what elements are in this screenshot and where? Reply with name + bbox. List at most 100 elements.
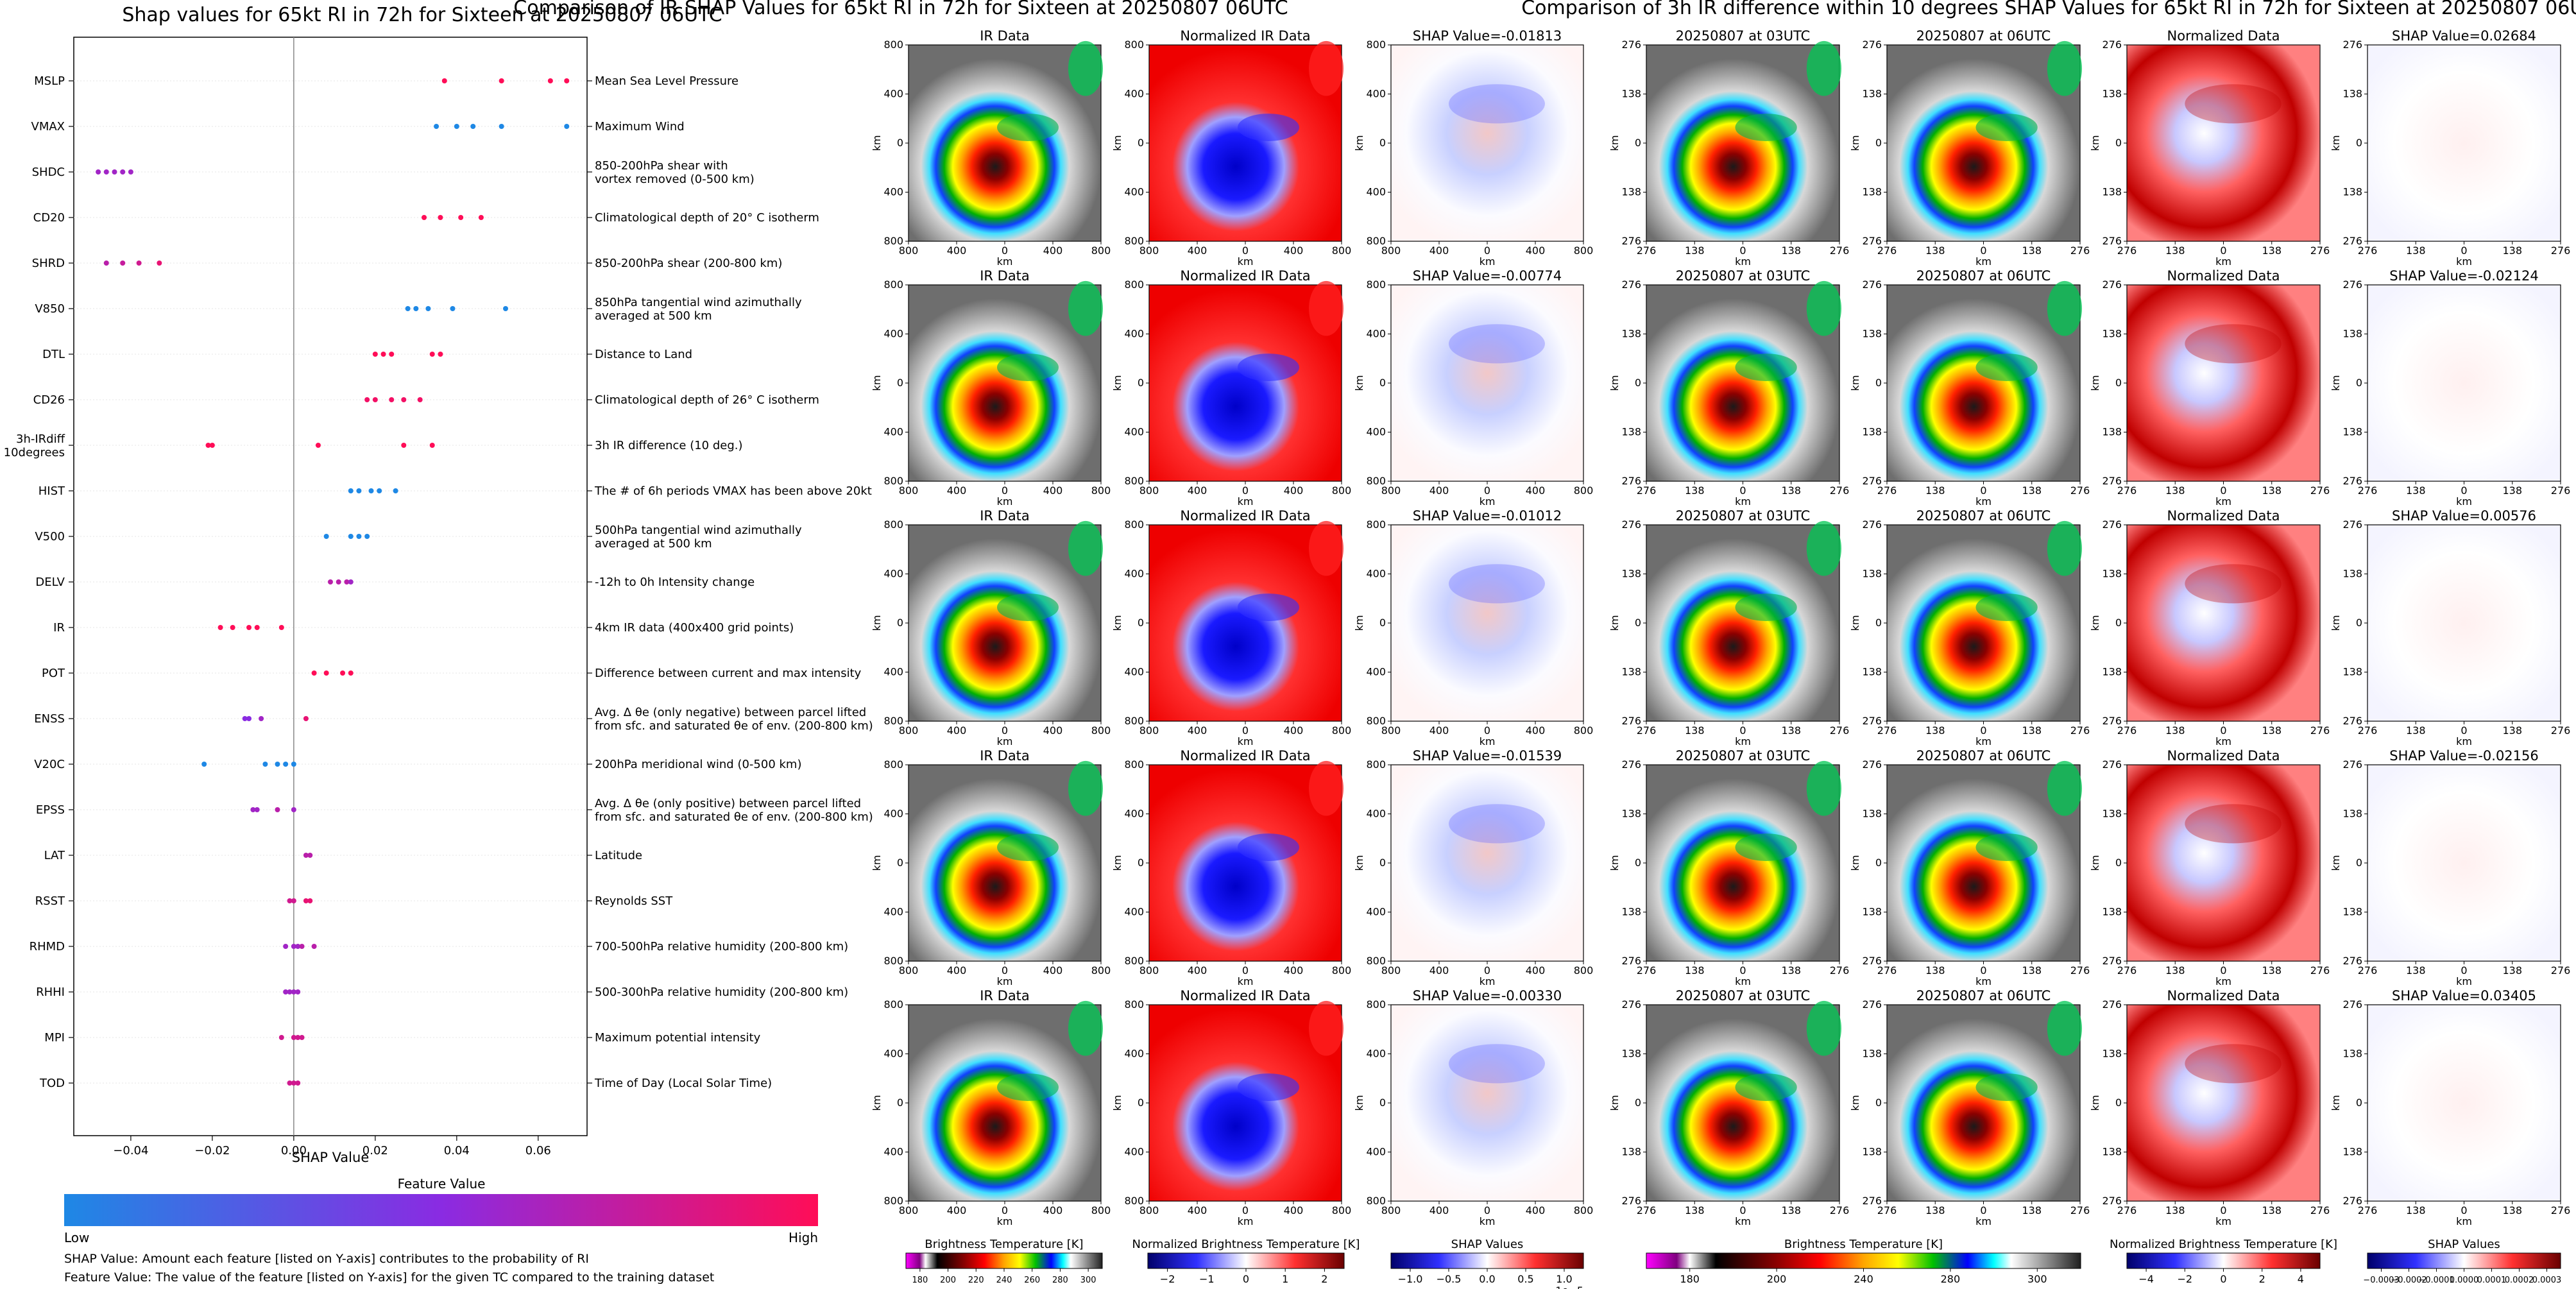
shap-point <box>434 124 439 129</box>
y-axis-label: km <box>1849 135 1861 151</box>
heatmap-image <box>908 524 1102 722</box>
normalized-ir-panel: Normalized IR Data8008004004000040040080… <box>1111 28 1351 268</box>
x-tick-label: 138 <box>2262 484 2282 497</box>
y-tick-label: 138 <box>2342 328 2362 340</box>
x-tick-label: 400 <box>1188 244 1207 257</box>
y-tick-label: 800 <box>883 518 903 531</box>
shap-point <box>389 397 395 402</box>
panel-title: 20250807 at 06UTC <box>1916 268 2051 284</box>
shap-point <box>450 306 456 311</box>
x-tick-label: 400 <box>1526 484 1546 497</box>
y-tick-label: 800 <box>883 715 903 727</box>
feature-name: LAT <box>44 849 65 862</box>
feature-name: VMAX <box>31 120 65 133</box>
x-tick-label: 276 <box>1637 244 1657 257</box>
y-tick-label: 276 <box>1862 518 1882 531</box>
shap-blob <box>2185 804 2282 844</box>
feature-description: 850-200hPa shear with vortex removed (0-5… <box>595 159 755 186</box>
shap-blob <box>1449 324 1545 364</box>
x-tick-label: 276 <box>1637 964 1657 977</box>
shap-point <box>120 260 126 266</box>
heatmap-image <box>2367 44 2561 242</box>
shap-point <box>356 488 362 493</box>
ir-06utc-panel: 20250807 at 06UTC27627613813800138138276… <box>1849 268 2090 508</box>
x-tick-label: 0 <box>1242 1204 1249 1216</box>
x-axis-label: km <box>1735 495 1751 508</box>
y-tick-label: 0 <box>2115 857 2122 869</box>
x-tick-label: 800 <box>1139 244 1159 257</box>
x-tick-label: 276 <box>1637 1204 1657 1216</box>
y-tick-label: 400 <box>883 1048 903 1060</box>
heatmap-image <box>1148 44 1342 242</box>
x-tick-label: 400 <box>1284 484 1304 497</box>
y-tick-label: 400 <box>1366 808 1386 820</box>
x-axis-label: km <box>1975 975 1992 987</box>
x-tick-label: 276 <box>2117 244 2137 257</box>
colorbar <box>905 1252 1103 1269</box>
shap-point <box>275 762 280 767</box>
shap-point <box>458 215 464 220</box>
x-tick-label: 276 <box>2070 244 2090 257</box>
heatmap-image <box>1148 524 1342 722</box>
shap-point <box>422 215 427 220</box>
x-tick-label: 0 <box>2461 244 2467 257</box>
feature-description: 3h IR difference (10 deg.) <box>595 439 743 452</box>
y-tick-label: 138 <box>2102 1048 2122 1060</box>
diff-shap-panel: SHAP Value=0.034052762761381380013813827… <box>2330 988 2570 1227</box>
y-tick-label: 800 <box>1124 758 1144 771</box>
x-axis-label: km <box>1238 495 1254 508</box>
y-tick-label: 138 <box>2102 186 2122 198</box>
heatmap-image <box>1148 1004 1342 1202</box>
cloud-feature <box>1806 280 1842 336</box>
shap-point <box>291 989 296 994</box>
y-tick-label: 138 <box>1862 328 1882 340</box>
y-tick-label: 276 <box>2102 475 2122 487</box>
heatmap-image <box>2126 524 2321 722</box>
cloud-feature <box>1068 40 1103 96</box>
x-tick-label: 0 <box>2220 1204 2226 1216</box>
cloud-band <box>1975 354 2038 381</box>
x-tick-label: 400 <box>1043 244 1063 257</box>
shap-point <box>372 397 378 402</box>
y-axis-label: km <box>2089 615 2101 631</box>
x-axis-label: km <box>1480 255 1496 268</box>
x-tick-label: 400 <box>1429 484 1449 497</box>
y-tick-label: 800 <box>1124 518 1144 531</box>
x-tick-label: 276 <box>1877 484 1897 497</box>
feature-note: Feature Value: The value of the feature … <box>64 1270 714 1285</box>
shap-point <box>372 352 378 357</box>
shap-point <box>323 670 329 676</box>
y-axis-label: km <box>2089 855 2101 871</box>
shap-blob <box>2185 564 2282 604</box>
colorbar-tick-label: −1.0 <box>1398 1273 1423 1285</box>
shap-point <box>259 716 264 721</box>
shap-blob <box>1449 804 1545 844</box>
heatmap-image <box>1886 44 2081 242</box>
x-tick-label: 0 <box>1484 724 1490 737</box>
y-tick-label: 138 <box>2102 808 2122 820</box>
heatmap-image <box>1390 284 1584 482</box>
shap-point <box>303 898 309 903</box>
x-axis-label: km <box>1238 975 1254 987</box>
y-tick-label: 138 <box>1621 426 1641 438</box>
x-tick-label: 0 <box>1739 484 1746 497</box>
y-tick-label: 800 <box>1366 475 1386 487</box>
colorbar-label: Normalized Brightness Temperature [K] <box>1132 1238 1360 1251</box>
colorbar-tick-label: 200 <box>940 1276 956 1285</box>
y-tick-label: 138 <box>1621 88 1641 100</box>
heatmap-image <box>2126 764 2321 962</box>
feature-description: The # of 6h periods VMAX has been above … <box>594 484 872 498</box>
heatmap-image <box>1390 1004 1584 1202</box>
panel-title: SHAP Value=-0.00774 <box>1413 268 1562 284</box>
x-tick-label: 400 <box>1429 244 1449 257</box>
shap-point <box>283 989 289 994</box>
y-tick-label: 800 <box>1366 1195 1386 1207</box>
shap-note: SHAP Value: Amount each feature [listed … <box>64 1252 589 1266</box>
y-tick-label: 0 <box>1138 617 1144 629</box>
normalized-diff-panel: Normalized Data2762761381380013813827627… <box>2089 268 2330 508</box>
x-tick-label: 276 <box>2551 1204 2571 1216</box>
y-tick-label: 0 <box>1875 1097 1882 1109</box>
y-axis-label: km <box>1849 375 1861 391</box>
x-tick-label: 400 <box>1043 724 1063 737</box>
y-tick-label: 400 <box>1366 568 1386 580</box>
